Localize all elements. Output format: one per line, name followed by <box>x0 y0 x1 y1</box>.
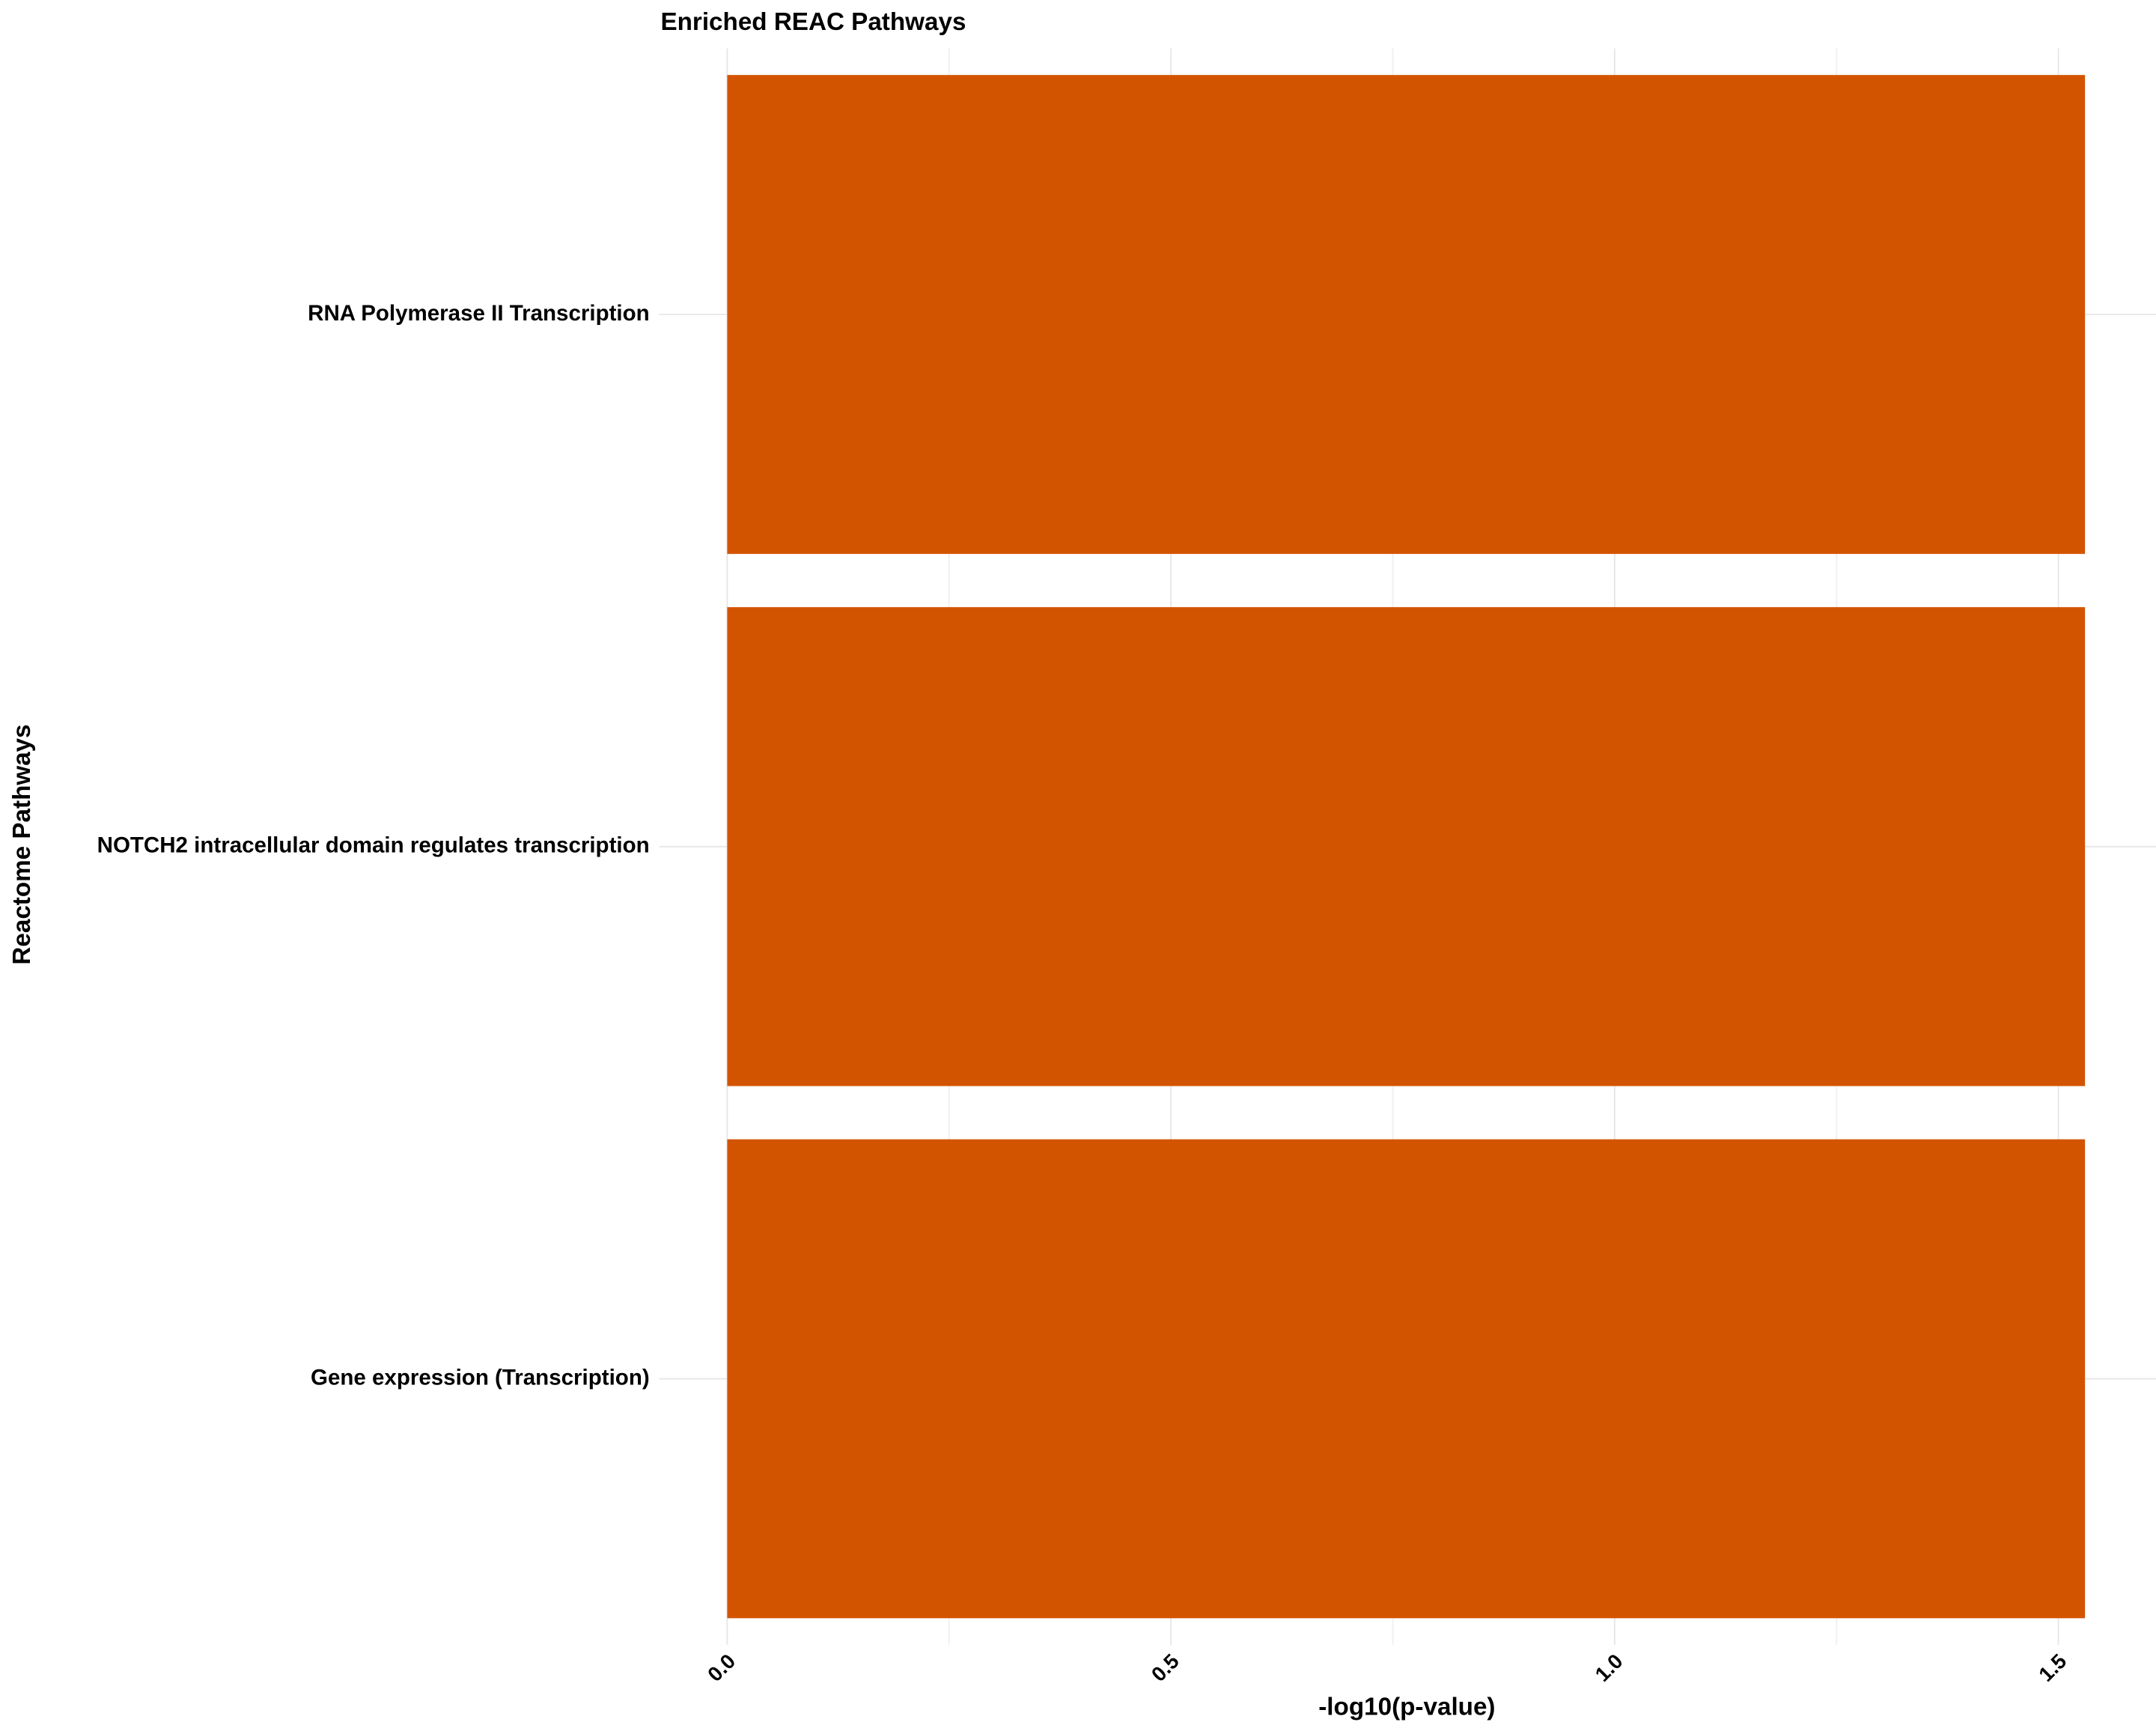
chart-title: Enriched REAC Pathways <box>660 8 966 36</box>
bar <box>727 606 2086 1086</box>
y-tick-label: NOTCH2 intracellular domain regulates tr… <box>97 833 650 858</box>
x-tick-label: 1.5 <box>2034 1649 2071 1686</box>
x-tick-label: 0.5 <box>1147 1649 1184 1686</box>
bar <box>727 75 2086 554</box>
x-axis-label: -log10(p-value) <box>1318 1694 1495 1721</box>
x-tick-label: 0.0 <box>703 1649 740 1686</box>
x-tick-label: 1.0 <box>1591 1649 1627 1686</box>
y-axis-label: Reactome Pathways <box>8 724 36 964</box>
y-tick-label: Gene expression (Transcription) <box>311 1365 650 1390</box>
bar <box>727 1139 2086 1619</box>
y-tick-label: RNA Polymerase II Transcription <box>308 301 650 326</box>
